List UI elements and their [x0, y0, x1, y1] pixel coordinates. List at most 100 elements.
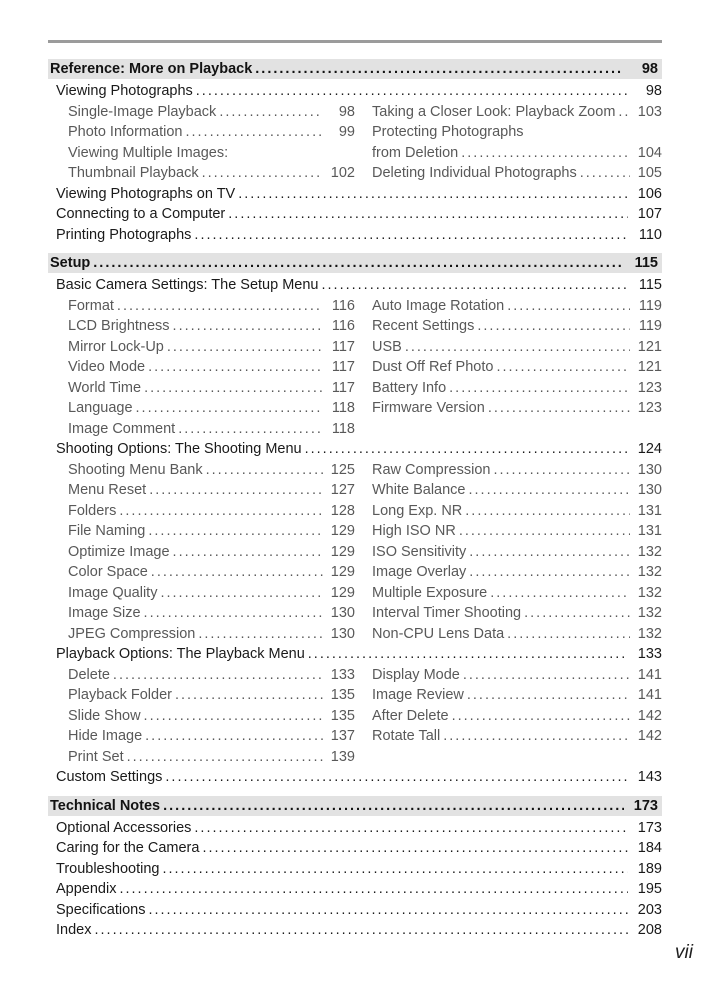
- toc-entry: Slide Show 135: [68, 706, 355, 727]
- toc-entry: Language 118: [68, 398, 355, 419]
- toc-entry: Shooting Menu Bank 125: [68, 460, 355, 481]
- toc-entry: Troubleshooting 189: [48, 859, 662, 880]
- entry-page-number: 132: [637, 605, 662, 621]
- entry-page-number: 121: [637, 338, 662, 355]
- entry-label: Color Space: [68, 564, 148, 580]
- leader-dots: [194, 225, 628, 246]
- entry-label: Print Set: [68, 748, 124, 765]
- toc-entry: Dust Off Ref Photo 121: [372, 357, 662, 378]
- leader-dots: [178, 419, 323, 440]
- leader-dots: [449, 378, 630, 399]
- entry-page-number: 130: [330, 625, 355, 642]
- entry-label: Technical Notes: [50, 797, 161, 814]
- entry-label: Display Mode: [372, 666, 460, 683]
- leader-dots: [144, 706, 323, 727]
- leader-dots: [228, 204, 628, 225]
- leader-dots: [119, 879, 628, 900]
- entry-label: Connecting to a Computer: [56, 206, 226, 222]
- toc-entry: Specifications 203: [48, 900, 662, 921]
- entry-page-number: 104: [637, 144, 662, 161]
- toc-entry: Raw Compression 130: [372, 460, 662, 481]
- entry-page-number: 125: [330, 461, 355, 478]
- leader-dots: [524, 603, 630, 624]
- leader-dots: [459, 521, 630, 542]
- entry-label: Folders: [68, 502, 117, 519]
- toc-entry: Custom Settings 143: [48, 767, 662, 788]
- entry-label: Viewing Photographs: [56, 83, 193, 99]
- two-column-block: Format 116 LCD Brightness 116 Mirror Lock-Up…: [48, 296, 662, 440]
- entry-label: Image Quality: [68, 584, 158, 601]
- entry-label: Raw Compression: [372, 461, 491, 478]
- toc-entry: Printing Photographs 110: [48, 225, 662, 246]
- entry-label: Mirror Lock-Up: [68, 338, 164, 355]
- entry-page-number: 139: [330, 748, 355, 765]
- table-of-contents: Reference: More on Playback98 Viewing Pho…: [48, 59, 662, 941]
- toc-entry: Index 208: [48, 920, 662, 941]
- leader-dots: [202, 838, 628, 859]
- entry-label: Photo Information: [68, 124, 183, 140]
- leader-dots: [167, 337, 323, 358]
- entry-page-number: 132: [637, 625, 662, 642]
- leader-dots: [198, 624, 323, 645]
- entry-label: Playback Options: The Playback Menu: [56, 646, 305, 662]
- entry-label: Printing Photographs: [56, 226, 192, 243]
- leader-dots: [507, 624, 630, 645]
- toc-entry: Image Quality 129: [68, 583, 355, 604]
- toc-entry: Thumbnail Playback 102: [68, 163, 355, 184]
- entry-label: Image Comment: [68, 420, 176, 437]
- column-right: Display Mode 141 Image Review 141 After Dele…: [372, 665, 662, 768]
- leader-dots: [145, 726, 323, 747]
- entry-page-number: 141: [637, 666, 662, 683]
- entry-label: Specifications: [56, 901, 146, 918]
- column-left: Shooting Menu Bank 125 Menu Reset 127 Folder…: [48, 460, 355, 645]
- toc-entry: ISO Sensitivity 132: [372, 542, 662, 563]
- entry-page-number: 98: [641, 61, 658, 77]
- toc-entry: LCD Brightness 116: [68, 316, 355, 337]
- entry-label: Optional Accessories: [56, 819, 192, 836]
- toc-entry: USB 121: [372, 337, 662, 358]
- entry-page-number: 98: [645, 83, 662, 99]
- entry-label: Deleting Individual Photographs: [372, 165, 577, 181]
- entry-page-number: 135: [330, 687, 355, 703]
- toc-entry: Caring for the Camera 184: [48, 838, 662, 859]
- entry-label: Image Review: [372, 687, 464, 703]
- leader-dots: [507, 296, 630, 317]
- entry-page-number: 119: [638, 297, 662, 314]
- entry-page-number: 118: [331, 420, 355, 437]
- entry-label: Shooting Menu Bank: [68, 461, 203, 478]
- leader-dots: [465, 501, 630, 522]
- toc-entry: Viewing Multiple Images:: [68, 143, 355, 164]
- entry-label: Hide Image: [68, 728, 143, 744]
- leader-dots: [580, 163, 630, 184]
- leader-dots: [163, 796, 624, 816]
- entry-page-number: 203: [637, 901, 662, 918]
- entry-page-number: 117: [331, 338, 355, 355]
- entry-label: from Deletion: [372, 144, 459, 161]
- toc-entry: Recent Settings 119: [372, 316, 662, 337]
- entry-label: USB: [372, 338, 402, 355]
- entry-label: World Time: [68, 379, 142, 396]
- entry-label: Format: [68, 297, 114, 314]
- entry-page-number: 132: [637, 584, 662, 601]
- column-left: Single-Image Playback 98 Photo Information…: [48, 102, 355, 184]
- leader-dots: [113, 665, 323, 686]
- toc-entry: Shooting Options: The Shooting Menu 124: [48, 439, 662, 460]
- entry-label: ISO Sensitivity: [372, 543, 467, 560]
- entry-page-number: 103: [637, 103, 662, 120]
- toc-section: Reference: More on Playback98 Viewing Pho…: [48, 59, 662, 245]
- entry-page-number: 117: [331, 359, 355, 375]
- entry-page-number: 137: [330, 728, 355, 744]
- entry-page-number: 118: [331, 400, 355, 416]
- chapter-heading: Reference: More on Playback 98: [48, 59, 662, 79]
- toc-entry: Auto Image Rotation 119: [372, 296, 662, 317]
- entry-label: Thumbnail Playback: [68, 165, 199, 181]
- entry-page-number: 105: [637, 165, 662, 181]
- entry-label: White Balance: [372, 482, 466, 498]
- toc-entry: Folders 128: [68, 501, 355, 522]
- entry-label: Video Mode: [68, 359, 146, 375]
- toc-entry: Connecting to a Computer 107: [48, 204, 662, 225]
- entry-page-number: 106: [637, 185, 662, 202]
- entry-label: Taking a Closer Look: Playback Zoom: [372, 103, 616, 120]
- entry-label: Firmware Version: [372, 400, 485, 416]
- leader-dots: [469, 562, 630, 583]
